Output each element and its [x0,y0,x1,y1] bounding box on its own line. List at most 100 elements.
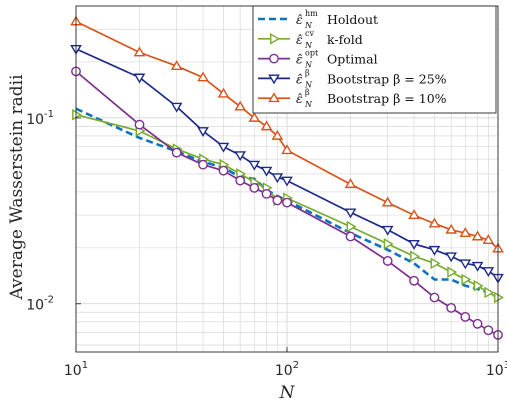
legend-entry: ε̂ Nhm Holdout [258,9,378,30]
data-point [171,147,182,158]
data-point [447,266,458,278]
data-point [410,250,421,263]
data-point [217,87,230,98]
legend-entry: ε̂ Ncv k-fold [258,29,363,50]
legend-marker [269,53,279,64]
legend-label: Bootstrap β = 25% [327,71,447,86]
data-point [133,73,146,84]
data-point [445,252,458,263]
x-tick-label: 101 [64,360,88,379]
legend-sup: cv [305,29,314,38]
data-point [248,160,261,171]
legend-sub: N [304,100,313,109]
y-tick-label: 10-1 [26,109,54,128]
data-point [383,238,394,250]
data-point [281,176,293,187]
data-point [260,120,273,131]
data-point [482,267,495,277]
data-point [234,100,247,111]
series-2 [71,66,503,340]
y-tick-label: 10-2 [26,295,54,314]
data-point [409,275,419,286]
legend-marker [268,74,280,85]
data-point [170,102,183,113]
data-point [428,245,441,256]
x-axis-label: N [279,383,296,403]
data-point [484,286,495,299]
data-point [382,256,393,266]
data-point [461,273,472,286]
data-point [381,225,394,236]
data-point [261,188,272,199]
legend-entry: ε̂ Nβ Bootstrap β = 10% [258,88,447,109]
legend-box [252,5,497,114]
data-point [459,227,472,238]
data-point [494,291,504,304]
legend-sub: N [304,80,313,89]
legend-sup: opt [305,49,319,58]
data-point [381,196,394,207]
data-point [408,209,420,219]
data-point [170,60,183,71]
legend-label: Holdout [327,12,378,27]
data-point [197,71,209,82]
data-point [446,302,457,313]
legend-marker [270,32,280,45]
data-point [344,178,357,189]
data-point [429,292,440,303]
data-point [483,325,494,336]
legend-sup: hm [305,9,318,18]
data-point [72,108,82,121]
data-point [460,311,471,322]
legend-sup: β [305,68,310,77]
data-point [473,279,484,292]
series-4 [70,15,504,253]
y-axis-label: Average Wasserstein radii [7,74,27,301]
data-point [346,220,357,233]
legend-sup: β [305,88,310,97]
series-layer [70,15,504,340]
data-point [272,195,283,206]
data-point [134,119,145,130]
data-point [217,142,230,153]
data-point [198,159,208,170]
data-point [248,111,261,122]
data-point [445,223,458,234]
data-point [218,165,229,176]
data-point [234,151,247,162]
data-point [133,46,146,57]
legend-sub: N [304,21,313,30]
data-point [430,257,441,270]
data-point [408,239,420,250]
data-point [235,175,246,186]
legend-symbol: ε̂ [296,71,303,86]
data-point [345,231,356,242]
data-point [281,144,293,155]
axis-ticks: 101 102 103 10-2 10-1 [26,109,507,379]
x-tick-label: 103 [486,360,507,379]
series-3 [70,45,504,284]
legend-entry: ε̂ Nβ Bootstrap β = 25% [258,68,447,89]
legend-symbol: ε̂ [296,91,303,106]
data-point [197,127,209,137]
legend-symbol: ε̂ [296,32,303,47]
legend-marker [268,92,280,103]
data-point [249,183,260,193]
data-point [472,318,483,329]
legend-label: Bootstrap β = 10% [327,91,447,106]
data-point [428,217,441,228]
data-point [344,208,357,219]
data-point [482,234,495,245]
legend-symbol: ε̂ [296,52,303,67]
data-point [459,259,472,270]
data-point [471,230,484,241]
data-point [271,129,284,140]
legend-symbol: ε̂ [296,12,303,27]
legend-sub: N [304,61,313,70]
x-tick-label: 102 [275,360,299,379]
legend-sub: N [304,41,313,50]
data-point [271,173,284,184]
